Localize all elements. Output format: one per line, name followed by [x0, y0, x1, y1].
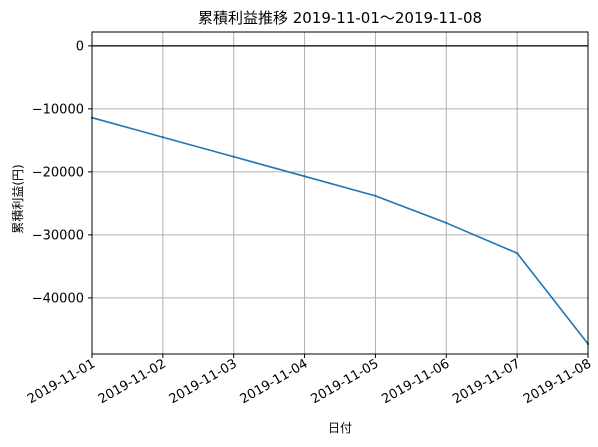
x-axis-label: 日付 [328, 421, 352, 435]
chart-title: 累積利益推移 2019-11-01〜2019-11-08 [198, 9, 482, 27]
y-tick-layer: 0 −10000 −20000 −30000 −40000 [32, 39, 92, 306]
y-tick-label: −40000 [32, 291, 84, 306]
series-line [91, 116, 589, 345]
x-tick-label: 2019-11-01 [25, 356, 98, 407]
data-point [374, 194, 377, 198]
x-tick-label: 2019-11-03 [167, 356, 240, 407]
data-point [161, 136, 165, 139]
x-tick-label: 2019-11-07 [450, 356, 523, 407]
plot-frame [91, 31, 589, 355]
x-tick-label: 2019-11-04 [238, 356, 311, 407]
x-tick-label: 2019-11-08 [521, 356, 594, 407]
grid-layer [91, 32, 589, 354]
data-point [515, 251, 519, 255]
x-tick-label: 2019-11-06 [379, 356, 452, 407]
y-tick-label: −10000 [32, 102, 84, 117]
y-tick-label: −20000 [32, 165, 84, 180]
x-tick-layer: 2019-11-012019-11-022019-11-032019-11-04… [25, 354, 594, 407]
y-axis-label: 累積利益(円) [10, 164, 25, 233]
data-point [232, 155, 235, 158]
series-layer [90, 116, 590, 346]
y-tick-label: 0 [76, 39, 84, 54]
x-tick-label: 2019-11-02 [96, 356, 169, 407]
data-point [303, 175, 306, 178]
y-tick-label: −30000 [32, 228, 84, 243]
data-point [445, 221, 448, 225]
x-tick-label: 2019-11-05 [308, 356, 381, 407]
